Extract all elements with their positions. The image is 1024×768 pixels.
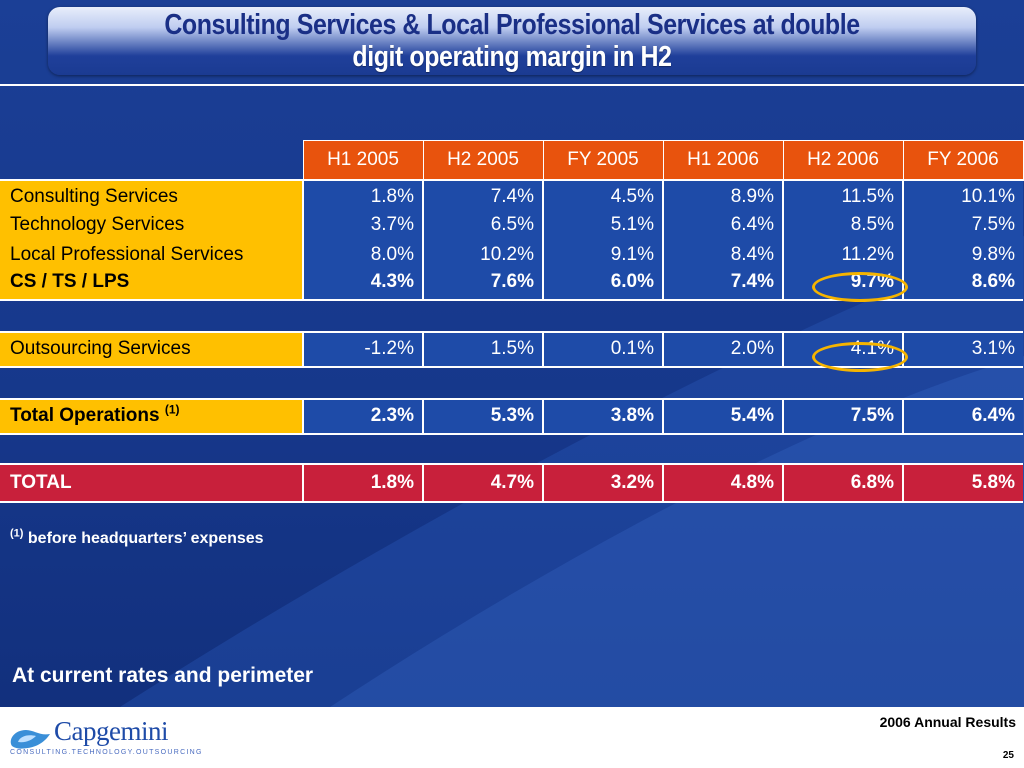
table-cell: 2.3% [302,397,423,435]
footnote-mark: (1) [10,527,24,540]
rates-note: At current rates and perimeter [12,664,314,687]
table-cell: 7.5% [902,209,1023,240]
table-cell: -1.2% [302,330,423,368]
page-number: 25 [1002,750,1014,761]
table-cell: 8.4% [662,239,783,270]
table-cell: 11.5% [782,178,903,210]
table-cell: 6.0% [542,269,663,301]
row-label-text: Total Operations [10,405,160,426]
table-cell: 4.1% [782,330,903,368]
table-cell: 10.2% [422,239,543,270]
row-label: Consulting Services [0,178,303,210]
table-cell: 11.2% [782,239,903,270]
operating-margin-table: H1 2005 H2 2005 FY 2005 H1 2006 H2 2006 … [0,140,1024,503]
table-cell: 3.7% [302,209,423,240]
column-header: H2 2005 [422,140,544,180]
table-cell: 5.3% [422,397,543,435]
table-cell: 7.6% [422,269,543,301]
table-row: Outsourcing Services -1.2% 1.5% 0.1% 2.0… [0,330,1023,368]
report-name: 2006 Annual Results [879,714,1016,730]
footnote-text: before headquarters’ expenses [27,530,264,547]
slide-canvas: Consulting Services & Local Professional… [0,0,1024,707]
header-blank-cell [0,140,303,181]
table-row: Local Professional Services 8.0% 10.2% 9… [0,239,1023,270]
table-spacer [0,300,1023,332]
row-label: TOTAL [0,462,303,503]
title-divider [0,84,1024,86]
table-cell: 3.1% [902,330,1023,368]
table-cell: 6.5% [422,209,543,240]
table-cell: 3.8% [542,397,663,435]
table-header-row: H1 2005 H2 2005 FY 2005 H1 2006 H2 2006 … [0,140,1024,181]
table-row: CS / TS / LPS 4.3% 7.6% 6.0% 7.4% 9.7% 8… [0,269,1023,301]
table-cell: 9.8% [902,239,1023,270]
table-row-total: TOTAL 1.8% 4.7% 3.2% 4.8% 6.8% 5.8% [0,462,1023,503]
table-cell: 1.5% [422,330,543,368]
table-cell: 1.8% [302,462,423,503]
slide-title-line-1: Consulting Services & Local Professional… [164,9,860,41]
footnote-mark: (1) [164,402,180,417]
table-spacer [0,434,1023,464]
footnote: (1) before headquarters’ expenses [10,527,264,548]
slide-title: Consulting Services & Local Professional… [113,9,911,73]
row-label: Technology Services [0,209,303,240]
table-cell: 4.8% [662,462,783,503]
table-cell: 4.3% [302,269,423,301]
row-label: Total Operations (1) [0,397,303,435]
table-cell: 9.1% [542,239,663,270]
table-cell: 7.5% [782,397,903,435]
capgemini-spade-logo-icon [10,730,50,749]
row-label: Outsourcing Services [0,330,303,368]
table-cell: 1.8% [302,178,423,210]
table-cell: 0.1% [542,330,663,368]
table-cell: 2.0% [662,330,783,368]
table-row: Technology Services 3.7% 6.5% 5.1% 6.4% … [0,209,1023,240]
logo-wordmark: Capgemini [54,716,168,746]
table-cell: 3.2% [542,462,663,503]
table-row: Total Operations (1) 2.3% 5.3% 3.8% 5.4%… [0,397,1023,435]
row-label: CS / TS / LPS [0,269,303,301]
column-header: H1 2006 [662,140,784,180]
column-header: H2 2006 [782,140,904,180]
table-cell: 6.4% [662,209,783,240]
table-cell: 5.8% [902,462,1023,503]
title-bar [48,7,976,75]
table-row: Consulting Services 1.8% 7.4% 4.5% 8.9% … [0,178,1023,210]
table-cell: 9.7% [782,269,903,301]
table-spacer [0,367,1023,399]
table-cell: 4.7% [422,462,543,503]
table-cell: 7.4% [662,269,783,301]
table-cell: 4.5% [542,178,663,210]
table-cell: 10.1% [902,178,1023,210]
logo-tagline: CONSULTING.TECHNOLOGY.OUTSOURCING [10,749,203,756]
row-label: Local Professional Services [0,239,303,270]
column-header: H1 2005 [302,140,424,180]
table-cell: 8.9% [662,178,783,210]
table-cell: 6.4% [902,397,1023,435]
table-cell: 5.1% [542,209,663,240]
column-header: FY 2005 [542,140,664,180]
table-cell: 6.8% [782,462,903,503]
table-cell: 8.5% [782,209,903,240]
table-cell: 7.4% [422,178,543,210]
slide-title-line-2: digit operating margin in H2 [352,41,672,73]
table-cell: 8.0% [302,239,423,270]
column-header: FY 2006 [902,140,1024,180]
table-cell: 5.4% [662,397,783,435]
table-cell: 8.6% [902,269,1023,301]
